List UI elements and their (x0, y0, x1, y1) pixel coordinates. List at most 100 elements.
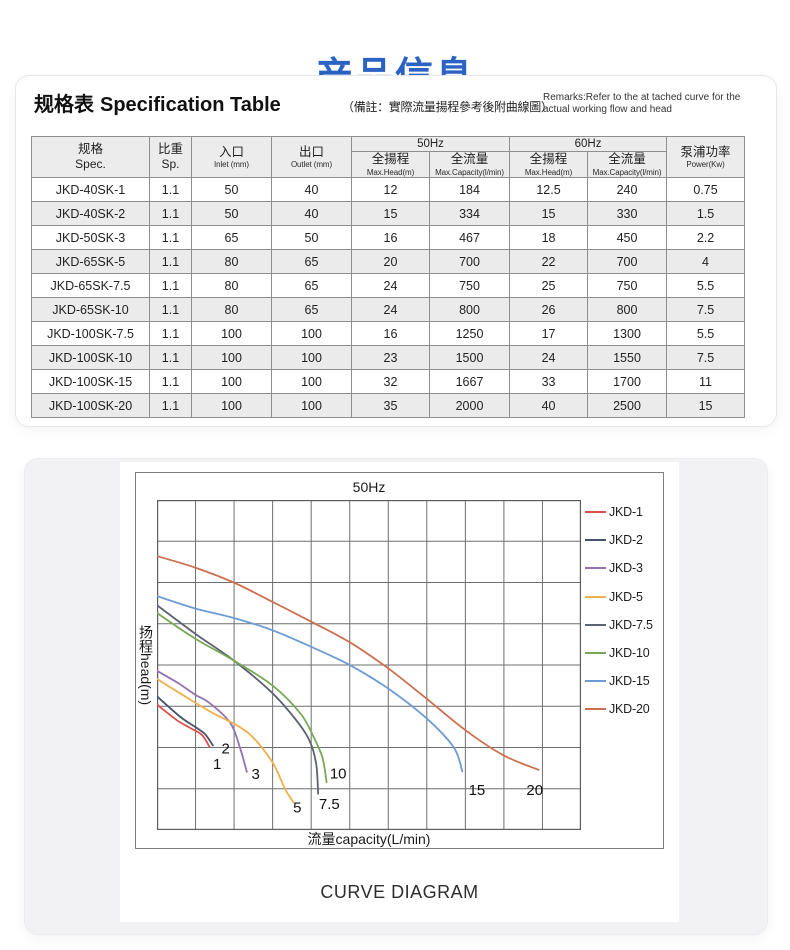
spec-table-card: 规格表 Specification Table （備註：實際流量揚程參考後附曲線圖… (15, 75, 777, 427)
table-cell: 35 (351, 393, 430, 419)
table-row: JKD-65SK-5 1.1 80 65 20 700 22 700 4 (31, 249, 746, 275)
table-cell: 1.1 (149, 345, 192, 371)
col-header-spec: 规格 Spec. (31, 135, 150, 179)
table-cell: 65 (191, 225, 272, 251)
table-cell: 65 (271, 297, 352, 323)
legend-line-swatch (585, 680, 606, 683)
table-cell: 100 (191, 369, 272, 395)
table-cell: 15 (509, 201, 589, 227)
table-cell: 80 (191, 273, 272, 299)
table-cell: 1.1 (149, 273, 192, 299)
table-cell: 1.1 (149, 201, 192, 227)
table-cell: 22 (509, 249, 589, 275)
table-cell: 40 (271, 177, 352, 203)
legend-line-swatch (585, 652, 606, 655)
spec-table-heading-en: Specification Table (100, 94, 281, 116)
table-cell: 700 (587, 249, 668, 275)
table-cell: 15 (666, 393, 746, 419)
table-row: JKD-40SK-2 1.1 50 40 15 334 15 330 1.5 (31, 201, 746, 227)
curve-jkd-5 (157, 678, 295, 804)
col-header-50hz-head: 全揚程 Max.Head(m) (351, 150, 430, 179)
table-cell: 450 (587, 225, 668, 251)
table-cell: 1300 (587, 321, 668, 347)
curve-jkd-10 (157, 612, 328, 783)
table-cell: 23 (351, 345, 430, 371)
spec-table-remarks: Remarks:Refer to the at tached curve for… (543, 92, 741, 115)
table-cell: 50 (271, 225, 352, 251)
table-cell: 40 (509, 393, 589, 419)
table-cell: 100 (191, 321, 272, 347)
curve-jkd-3 (157, 669, 248, 773)
chart-y-axis-label: 扬程head(m) (138, 624, 154, 706)
table-cell: 16 (351, 225, 430, 251)
table-row: JKD-40SK-1 1.1 50 40 12 184 12.5 240 0.75 (31, 177, 746, 203)
curve-end-label-3: 3 (252, 766, 260, 783)
table-cell: 40 (271, 201, 352, 227)
table-cell: 50 (191, 177, 272, 203)
table-cell: 16 (351, 321, 430, 347)
chart-x-axis-label: 流量capacity(L/min) (307, 831, 431, 847)
table-cell: 7.5 (666, 345, 746, 371)
table-cell: 5.5 (666, 321, 746, 347)
table-cell: 100 (191, 345, 272, 371)
spec-table-body: JKD-40SK-1 1.1 50 40 12 184 12.5 240 0.75 JKD-40S… (31, 177, 746, 419)
legend-label: JKD-20 (609, 702, 650, 717)
legend-item: JKD-3 (585, 554, 661, 582)
table-cell: 2500 (587, 393, 668, 419)
col-header-outlet: 出口 Outlet (mm) (271, 135, 352, 179)
table-cell: 1667 (428, 369, 511, 395)
table-cell: 1550 (587, 345, 668, 371)
table-cell: 100 (271, 393, 352, 419)
legend-label: JKD-10 (609, 646, 650, 661)
table-cell: 20 (351, 249, 430, 275)
legend-line-swatch (585, 708, 606, 711)
legend-item: JKD-20 (585, 695, 661, 723)
table-cell: 1.1 (149, 177, 192, 203)
table-cell: 1.1 (149, 249, 192, 275)
table-cell: 2000 (428, 393, 511, 419)
col-header-sp: 比重 Sp. (149, 135, 192, 179)
table-cell: 32 (351, 369, 430, 395)
table-cell: JKD-40SK-2 (31, 201, 150, 227)
table-cell: JKD-100SK-20 (31, 393, 150, 419)
table-row: JKD-100SK-7.5 1.1 100 100 16 1250 17 1300 5.5 (31, 321, 746, 347)
table-cell: 24 (351, 273, 430, 299)
table-cell: 0.75 (666, 177, 746, 203)
table-cell: JKD-100SK-10 (31, 345, 150, 371)
curve-jkd-15 (157, 595, 464, 773)
curve-end-label-1: 1 (213, 756, 221, 773)
table-cell: 1700 (587, 369, 668, 395)
col-header-power: 泵浦功率 Power(Kw) (666, 135, 746, 179)
legend-item: JKD-7.5 (585, 611, 661, 639)
legend-label: JKD-7.5 (609, 617, 653, 632)
table-cell: 24 (351, 297, 430, 323)
table-cell: 334 (428, 201, 511, 227)
table-cell: 1.5 (666, 201, 746, 227)
curve-end-label-10: 10 (330, 765, 347, 782)
table-cell: 800 (587, 297, 668, 323)
table-cell: 1.1 (149, 321, 192, 347)
table-cell: JKD-65SK-7.5 (31, 273, 150, 299)
col-header-inlet: 入口 Inlet (mm) (191, 135, 272, 179)
table-cell: 750 (587, 273, 668, 299)
curve-diagram-card: 50Hz 扬程head(m) 1 2 3 5 7.5 10 15 20 流量capacity(… (24, 458, 768, 935)
legend-label: JKD-3 (609, 561, 643, 576)
table-cell: 1.1 (149, 225, 192, 251)
table-cell: 800 (428, 297, 511, 323)
table-cell: 65 (271, 273, 352, 299)
table-cell: 100 (271, 321, 352, 347)
legend-item: JKD-5 (585, 583, 661, 611)
table-cell: 100 (271, 369, 352, 395)
table-cell: 100 (191, 393, 272, 419)
legend-label: JKD-5 (609, 589, 643, 604)
table-cell: 2.2 (666, 225, 746, 251)
curve-end-label-5: 5 (293, 800, 301, 817)
legend-label: JKD-1 (609, 505, 643, 520)
table-cell: 750 (428, 273, 511, 299)
table-cell: 18 (509, 225, 589, 251)
legend-line-swatch (585, 511, 606, 514)
table-cell: 80 (191, 297, 272, 323)
table-cell: 24 (509, 345, 589, 371)
curve-jkd-1 (157, 703, 211, 748)
table-cell: 1.1 (149, 297, 192, 323)
